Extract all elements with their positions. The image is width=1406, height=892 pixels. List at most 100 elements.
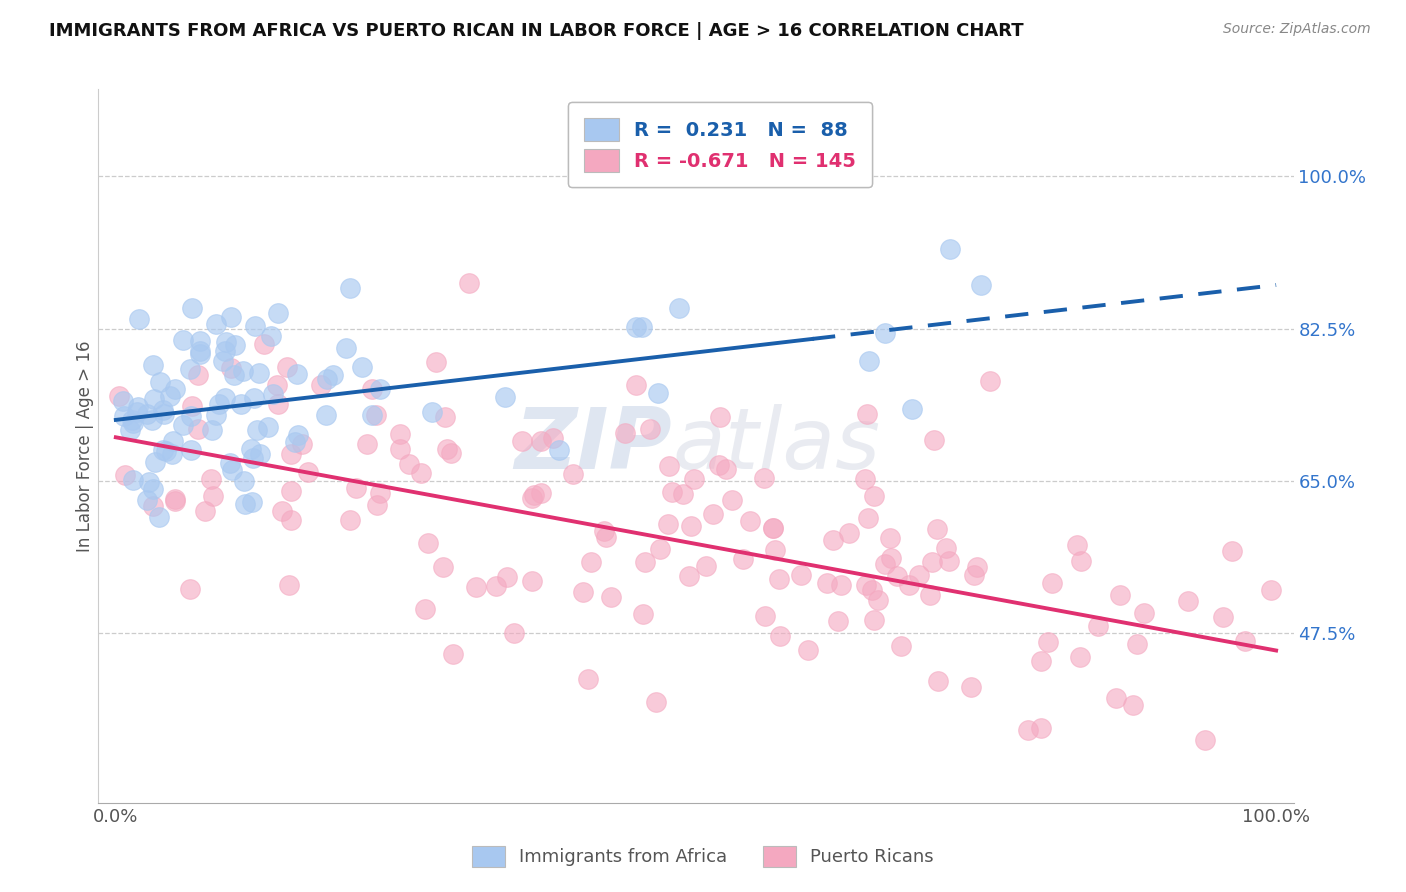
Point	[389, 426, 412, 441]
Point	[240, 442, 263, 457]
Point	[762, 521, 785, 535]
Point	[939, 242, 962, 256]
Point	[360, 382, 382, 396]
Point	[162, 446, 184, 460]
Point	[714, 462, 737, 476]
Point	[862, 489, 884, 503]
Point	[260, 329, 283, 343]
Point	[522, 574, 544, 588]
Point	[613, 426, 636, 441]
Point	[979, 374, 1001, 388]
Point	[1069, 649, 1091, 664]
Point	[645, 695, 668, 709]
Point	[853, 472, 876, 486]
Point	[280, 483, 302, 498]
Point	[366, 408, 388, 422]
Point	[768, 572, 790, 586]
Point	[309, 378, 332, 392]
Point	[875, 326, 897, 340]
Point	[188, 334, 211, 348]
Point	[138, 475, 160, 489]
Point	[322, 368, 344, 383]
Point	[823, 533, 845, 547]
Point	[679, 518, 702, 533]
Point	[214, 343, 236, 358]
Point	[152, 402, 174, 417]
Point	[398, 458, 420, 472]
Point	[208, 397, 231, 411]
Point	[599, 591, 621, 605]
Point	[135, 493, 157, 508]
Point	[165, 383, 187, 397]
Point	[118, 423, 141, 437]
Point	[425, 355, 447, 369]
Point	[352, 360, 374, 375]
Point	[1036, 634, 1059, 648]
Point	[179, 582, 201, 596]
Point	[695, 558, 717, 573]
Point	[901, 402, 924, 417]
Point	[153, 407, 176, 421]
Point	[152, 443, 174, 458]
Point	[188, 346, 211, 360]
Point	[827, 614, 849, 628]
Point	[229, 397, 252, 411]
Point	[661, 484, 683, 499]
Point	[592, 524, 614, 538]
Point	[368, 486, 391, 500]
Point	[624, 319, 647, 334]
Point	[1029, 654, 1052, 668]
Point	[219, 310, 242, 324]
Point	[927, 522, 949, 536]
Point	[522, 491, 544, 505]
Point	[285, 368, 308, 382]
Point	[879, 531, 901, 545]
Point	[678, 568, 700, 582]
Point	[523, 488, 546, 502]
Point	[180, 442, 202, 457]
Point	[114, 468, 136, 483]
Point	[938, 553, 960, 567]
Point	[388, 442, 411, 456]
Point	[114, 409, 136, 423]
Point	[1109, 588, 1132, 602]
Point	[855, 578, 877, 592]
Point	[963, 567, 986, 582]
Point	[141, 413, 163, 427]
Point	[356, 437, 378, 451]
Point	[204, 408, 226, 422]
Point	[880, 550, 903, 565]
Point	[413, 602, 436, 616]
Point	[922, 433, 945, 447]
Point	[752, 471, 775, 485]
Point	[240, 494, 263, 508]
Point	[856, 407, 879, 421]
Point	[111, 393, 134, 408]
Point	[159, 389, 181, 403]
Point	[219, 456, 242, 470]
Point	[541, 431, 564, 445]
Point	[682, 472, 704, 486]
Point	[436, 442, 458, 456]
Point	[530, 434, 553, 449]
Point	[548, 442, 571, 457]
Point	[127, 400, 149, 414]
Point	[122, 417, 145, 431]
Point	[271, 504, 294, 518]
Point	[1194, 733, 1216, 747]
Point	[1122, 698, 1144, 712]
Point	[668, 301, 690, 315]
Point	[212, 354, 235, 368]
Point	[769, 629, 792, 643]
Point	[155, 444, 177, 458]
Point	[233, 475, 256, 489]
Point	[970, 277, 993, 292]
Point	[266, 378, 288, 392]
Point	[165, 491, 187, 506]
Point	[433, 410, 456, 425]
Point	[142, 358, 165, 372]
Point	[224, 338, 246, 352]
Point	[215, 335, 238, 350]
Point	[672, 487, 695, 501]
Point	[277, 577, 299, 591]
